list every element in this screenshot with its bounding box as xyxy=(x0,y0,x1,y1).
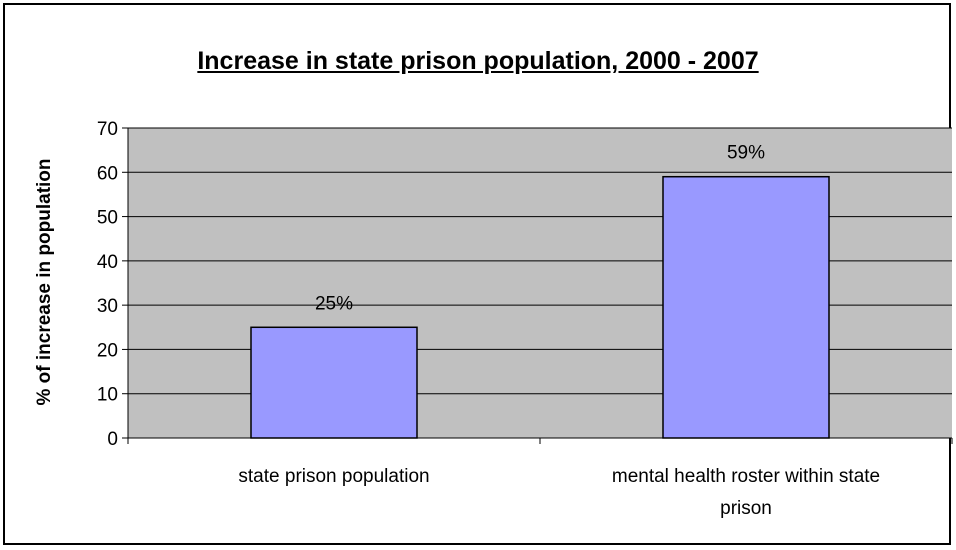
y-tick-label: 70 xyxy=(97,119,118,140)
data-label-1: 25% xyxy=(315,293,353,314)
chart-title: Increase in state prison population, 200… xyxy=(197,47,759,75)
y-tick-label: 50 xyxy=(97,208,118,229)
y-tick-label: 20 xyxy=(97,340,118,361)
bar-2 xyxy=(662,175,830,439)
y-tick-label: 40 xyxy=(97,252,118,273)
y-tick-label: 30 xyxy=(97,296,118,317)
y-tick-label: 60 xyxy=(97,163,118,184)
bar-1 xyxy=(250,326,418,439)
data-label-2: 59% xyxy=(727,143,765,164)
x-category-label-1: state prison population xyxy=(238,466,429,487)
x-category-label-2-line-1: mental health roster within state xyxy=(612,466,880,487)
y-tick-label: 0 xyxy=(107,429,118,450)
x-category-label-2-line-2: prison xyxy=(720,498,772,519)
y-tick-label: 10 xyxy=(97,385,118,406)
